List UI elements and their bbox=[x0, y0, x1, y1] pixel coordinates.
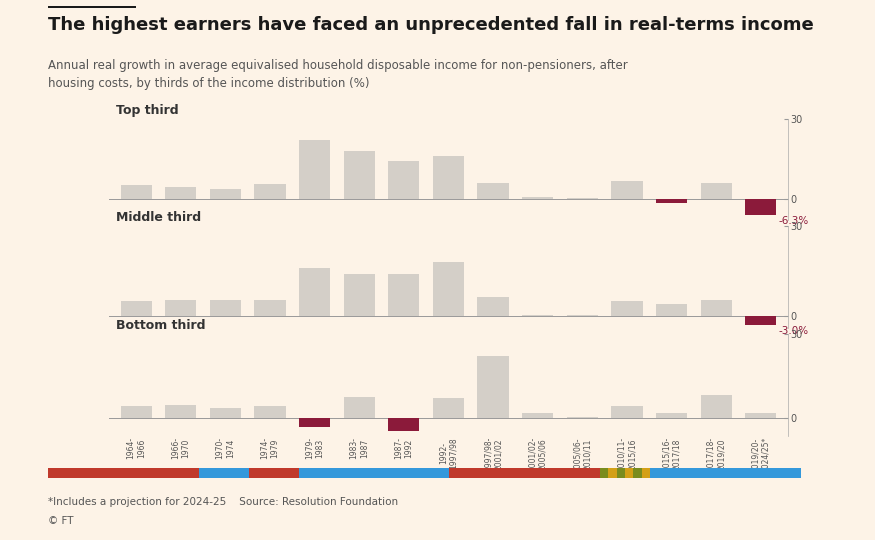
Bar bbox=[746, 414, 776, 417]
Bar bbox=[210, 189, 241, 199]
Bar bbox=[255, 184, 285, 199]
Bar bbox=[165, 187, 196, 199]
Bar bbox=[299, 268, 330, 316]
Bar bbox=[165, 405, 196, 417]
Bar bbox=[478, 183, 508, 199]
Bar bbox=[210, 408, 241, 417]
Bar bbox=[299, 417, 330, 427]
Bar bbox=[567, 315, 598, 316]
Text: Bottom third: Bottom third bbox=[116, 319, 206, 332]
Bar bbox=[121, 185, 151, 199]
Bar bbox=[522, 315, 553, 316]
Bar bbox=[255, 407, 285, 417]
Bar bbox=[255, 300, 285, 316]
Text: Annual real growth in average equivalised household disposable income for non-pe: Annual real growth in average equivalise… bbox=[48, 59, 628, 90]
Bar bbox=[656, 305, 687, 316]
Text: The highest earners have faced an unprecedented fall in real-terms income: The highest earners have faced an unprec… bbox=[48, 16, 814, 34]
Bar bbox=[121, 407, 151, 417]
Bar bbox=[344, 397, 374, 417]
Bar bbox=[612, 181, 642, 199]
Bar bbox=[478, 297, 508, 316]
Bar bbox=[388, 417, 419, 431]
Bar bbox=[746, 316, 776, 325]
Text: Middle third: Middle third bbox=[116, 212, 201, 225]
Bar bbox=[701, 183, 731, 199]
Bar bbox=[701, 300, 731, 316]
Bar bbox=[210, 300, 241, 316]
Bar bbox=[388, 274, 419, 316]
Bar bbox=[656, 414, 687, 417]
Text: Top third: Top third bbox=[116, 104, 178, 117]
Text: © FT: © FT bbox=[48, 516, 74, 526]
Text: -3.0%: -3.0% bbox=[779, 326, 808, 336]
Bar bbox=[522, 414, 553, 417]
Bar bbox=[344, 151, 374, 199]
Bar bbox=[612, 407, 642, 417]
Bar bbox=[165, 300, 196, 316]
Bar bbox=[567, 198, 598, 199]
Bar bbox=[478, 356, 508, 417]
Text: -6.3%: -6.3% bbox=[779, 216, 808, 226]
Bar bbox=[656, 199, 687, 202]
Bar bbox=[433, 262, 464, 316]
Bar bbox=[344, 274, 374, 316]
Bar bbox=[121, 301, 151, 316]
Bar bbox=[299, 140, 330, 199]
Bar bbox=[612, 301, 642, 316]
Bar bbox=[701, 395, 731, 417]
Bar bbox=[433, 398, 464, 417]
Bar bbox=[746, 199, 776, 215]
Text: *Includes a projection for 2024-25    Source: Resolution Foundation: *Includes a projection for 2024-25 Sourc… bbox=[48, 497, 398, 507]
Bar bbox=[388, 161, 419, 199]
Bar bbox=[522, 197, 553, 199]
Bar bbox=[433, 156, 464, 199]
